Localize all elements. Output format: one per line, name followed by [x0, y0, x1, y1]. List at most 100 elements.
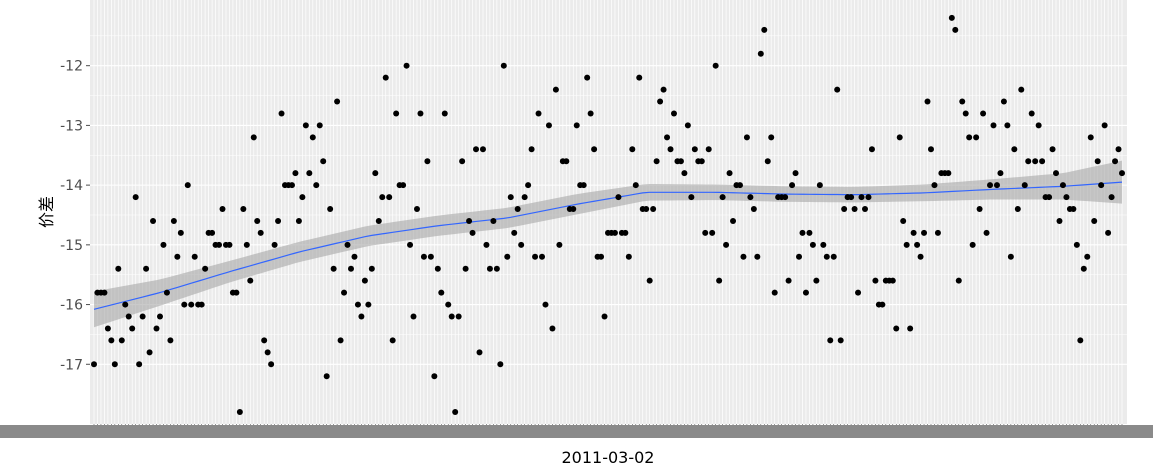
y-axis-tick-labels: -17 -16 -15 -14 -13 -12 — [60, 59, 83, 374]
data-point — [1091, 217, 1098, 224]
data-point — [504, 253, 511, 260]
data-point — [268, 361, 275, 368]
data-point — [723, 241, 730, 248]
data-point — [570, 206, 577, 213]
data-point — [625, 253, 632, 260]
y-tick-label: -12 — [60, 59, 83, 75]
data-point — [407, 241, 414, 248]
data-point — [226, 241, 233, 248]
data-point — [868, 146, 875, 153]
data-point — [896, 134, 903, 141]
data-point — [698, 158, 705, 165]
data-point — [424, 158, 431, 165]
data-point — [955, 277, 962, 284]
data-point — [295, 217, 302, 224]
data-point — [1018, 86, 1025, 93]
data-point — [344, 241, 351, 248]
data-point — [855, 289, 862, 296]
data-point — [539, 253, 546, 260]
data-point — [987, 182, 994, 189]
data-point — [219, 206, 226, 213]
data-point — [1073, 241, 1080, 248]
data-point — [521, 194, 528, 201]
data-point — [514, 206, 521, 213]
data-point — [1025, 158, 1032, 165]
data-point — [702, 229, 709, 236]
y-grid-lines — [90, 35, 1127, 365]
data-point — [966, 134, 973, 141]
data-point — [233, 289, 240, 296]
data-point — [368, 265, 375, 272]
data-point — [104, 325, 111, 332]
data-point — [1011, 146, 1018, 153]
data-point — [580, 182, 587, 189]
data-point — [1059, 182, 1066, 189]
data-point — [309, 134, 316, 141]
data-point — [188, 301, 195, 308]
data-point — [980, 110, 987, 117]
data-point — [670, 110, 677, 117]
x-axis-label-overlap-band — [0, 425, 1153, 438]
data-point — [719, 194, 726, 201]
data-point — [455, 313, 462, 320]
data-point — [789, 182, 796, 189]
data-point — [156, 313, 163, 320]
data-point — [358, 313, 365, 320]
data-point — [542, 301, 549, 308]
smooth-line — [93, 181, 1123, 310]
data-point — [809, 241, 816, 248]
data-point — [879, 301, 886, 308]
data-point — [236, 409, 243, 416]
data-point — [643, 206, 650, 213]
data-point — [872, 277, 879, 284]
y-axis-ticks — [86, 65, 90, 365]
smooth-curve — [93, 181, 1123, 310]
data-point — [507, 194, 514, 201]
data-point — [709, 229, 716, 236]
data-point — [858, 194, 865, 201]
data-point — [636, 74, 643, 81]
data-point — [535, 110, 542, 117]
data-point — [726, 170, 733, 177]
data-point — [813, 277, 820, 284]
data-point — [427, 253, 434, 260]
data-point — [1028, 110, 1035, 117]
data-point — [1098, 182, 1105, 189]
data-point — [163, 289, 170, 296]
data-point — [1070, 206, 1077, 213]
data-point — [288, 182, 295, 189]
data-point — [198, 301, 205, 308]
data-point — [591, 146, 598, 153]
data-point — [1105, 229, 1112, 236]
data-point — [823, 253, 830, 260]
data-point — [323, 373, 330, 380]
data-point — [556, 241, 563, 248]
data-point — [216, 241, 223, 248]
data-point — [820, 241, 827, 248]
data-point — [827, 337, 834, 344]
data-point — [209, 229, 216, 236]
data-point — [302, 122, 309, 129]
x-grid-lines — [93, 0, 1123, 424]
data-point — [934, 229, 941, 236]
data-point — [299, 194, 306, 201]
data-point — [476, 349, 483, 356]
data-point — [750, 206, 757, 213]
data-point — [108, 337, 115, 344]
data-point — [743, 134, 750, 141]
data-point — [952, 26, 959, 33]
data-point — [1115, 146, 1122, 153]
data-points — [91, 14, 1125, 416]
data-point — [1087, 134, 1094, 141]
data-point — [1053, 170, 1060, 177]
data-point — [462, 265, 469, 272]
data-point — [945, 170, 952, 177]
data-point — [1014, 206, 1021, 213]
data-point — [962, 110, 969, 117]
data-point — [486, 265, 493, 272]
data-point — [771, 289, 778, 296]
data-point — [243, 241, 250, 248]
data-point — [473, 146, 480, 153]
data-point — [382, 74, 389, 81]
